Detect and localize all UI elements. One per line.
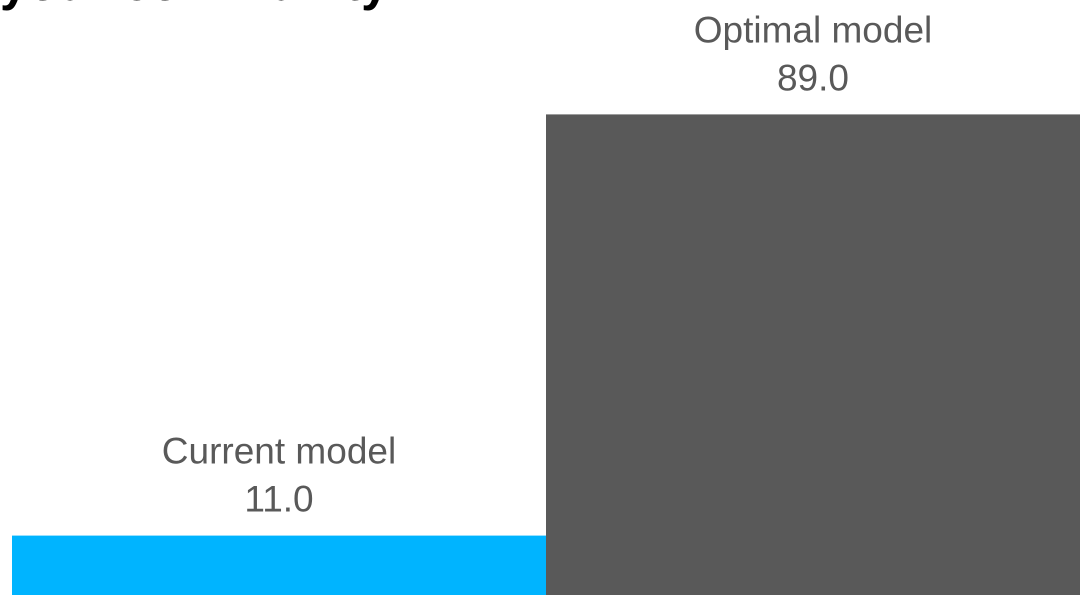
value-label: 89.0	[777, 57, 849, 98]
chart-heading: your community.	[0, 0, 399, 8]
value-label: 11.0	[244, 479, 313, 520]
bar-optimal-model	[546, 114, 1080, 595]
category-label: Optimal model	[694, 9, 933, 50]
category-label: Current model	[162, 431, 396, 472]
bar-current-model	[12, 535, 547, 595]
